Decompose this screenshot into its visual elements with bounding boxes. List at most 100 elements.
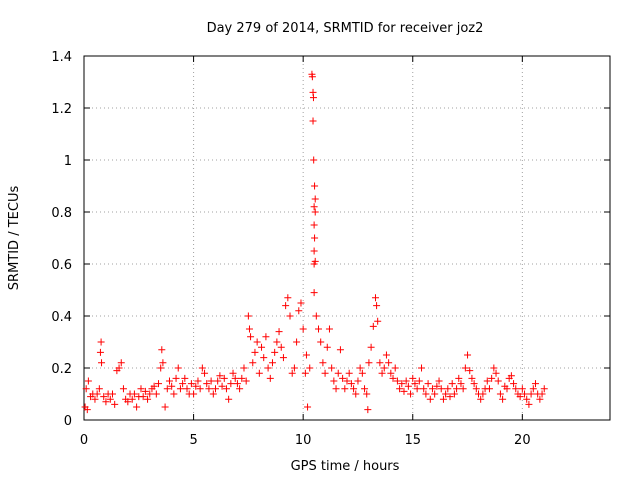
data-point [108, 390, 116, 398]
data-point [525, 400, 533, 408]
y-tick-label: 0 [64, 414, 72, 429]
data-point [367, 343, 375, 351]
data-point [512, 385, 520, 393]
data-point [93, 390, 101, 398]
data-point [364, 406, 372, 414]
data-point [258, 343, 266, 351]
data-point [468, 374, 476, 382]
data-point [369, 322, 377, 330]
data-point [117, 359, 125, 367]
data-point [236, 385, 244, 393]
data-point [374, 317, 382, 325]
data-point [139, 393, 147, 401]
data-point [150, 382, 158, 390]
data-point [385, 359, 393, 367]
data-point [83, 406, 91, 414]
data-point [183, 385, 191, 393]
data-point [431, 390, 439, 398]
data-point [470, 380, 478, 388]
data-point [130, 390, 138, 398]
data-point [371, 294, 379, 302]
data-point [247, 333, 255, 341]
data-point [293, 338, 301, 346]
data-point [428, 385, 436, 393]
data-point [472, 385, 480, 393]
data-point [282, 302, 290, 310]
data-point [260, 354, 268, 362]
data-point [527, 390, 535, 398]
data-point [181, 374, 189, 382]
data-point [499, 395, 507, 403]
y-tick-label: 1 [64, 154, 72, 169]
data-point [402, 377, 410, 385]
data-point [277, 343, 285, 351]
data-point [507, 372, 515, 380]
data-point [352, 390, 360, 398]
data-point [321, 369, 329, 377]
data-point [273, 338, 281, 346]
data-point [275, 328, 283, 336]
data-point [483, 377, 491, 385]
data-point [196, 385, 204, 393]
data-point [309, 94, 317, 102]
data-point [170, 390, 178, 398]
data-point [231, 374, 239, 382]
y-tick-label: 0.6 [51, 258, 72, 273]
data-point [361, 385, 369, 393]
data-point [212, 385, 219, 393]
data-point [387, 369, 395, 377]
data-point [271, 348, 279, 356]
data-point [146, 390, 154, 398]
x-tick-label: 15 [404, 433, 421, 448]
data-point [488, 374, 496, 382]
data-point [172, 374, 180, 382]
data-point [409, 374, 417, 382]
data-point [319, 359, 327, 367]
data-point [455, 374, 463, 382]
data-point [418, 364, 426, 372]
data-point [448, 380, 456, 388]
y-tick-label: 1.4 [51, 50, 72, 65]
data-point [459, 385, 467, 393]
data-point [457, 380, 465, 388]
data-point [91, 395, 99, 403]
data-point [435, 377, 443, 385]
data-point [253, 338, 261, 346]
data-point [111, 400, 119, 408]
data-point [540, 385, 548, 393]
data-point [389, 374, 397, 382]
data-point [225, 395, 233, 403]
data-point [311, 234, 319, 242]
data-point [158, 346, 166, 354]
data-point [312, 312, 320, 320]
data-point [157, 364, 165, 372]
data-point [518, 385, 526, 393]
y-tick-label: 1.2 [51, 102, 72, 117]
data-point [311, 195, 319, 203]
data-point [536, 395, 544, 403]
data-point [295, 307, 303, 315]
data-point [233, 380, 241, 388]
data-point [317, 338, 325, 346]
data-point [464, 351, 472, 359]
data-point [100, 393, 108, 401]
data-point [521, 390, 529, 398]
data-point [373, 302, 381, 310]
data-point [396, 385, 404, 393]
data-point [106, 395, 114, 403]
data-point [310, 156, 318, 164]
data-point [310, 203, 318, 211]
data-point [308, 73, 316, 81]
data-point [286, 312, 294, 320]
data-point [310, 260, 318, 268]
data-point [363, 390, 371, 398]
data-point [415, 377, 423, 385]
plot-frame [83, 55, 611, 421]
data-point [288, 369, 296, 377]
data-point [205, 385, 213, 393]
data-point [315, 325, 323, 333]
data-point [378, 369, 386, 377]
data-point [492, 369, 500, 377]
y-tick-label: 0.4 [51, 310, 72, 325]
data-point [155, 380, 163, 388]
